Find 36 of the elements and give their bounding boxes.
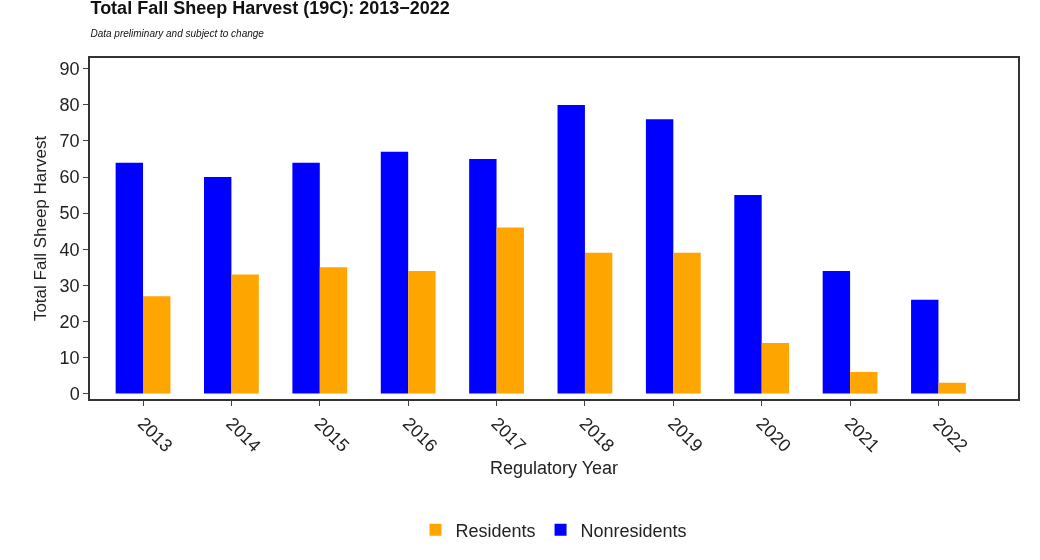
bar xyxy=(408,270,436,394)
y-tick-label: 50 xyxy=(59,203,80,224)
chart-subtitle: Data preliminary and subject to change xyxy=(90,28,265,40)
y-tick-label: 30 xyxy=(59,275,80,296)
bar xyxy=(557,104,585,394)
bar xyxy=(938,382,966,394)
y-tick-label: 60 xyxy=(59,167,80,188)
bar xyxy=(734,195,762,394)
legend-label: Nonresidents xyxy=(580,520,687,541)
bar xyxy=(645,119,674,394)
bar xyxy=(115,162,144,394)
bar xyxy=(143,296,171,394)
legend-label: Residents xyxy=(455,520,536,541)
bar xyxy=(496,227,524,394)
y-axis-title: Total Fall Sheep Harvest xyxy=(30,135,50,322)
y-tick-label: 70 xyxy=(59,131,80,152)
bar xyxy=(822,270,851,394)
y-tick-label: 10 xyxy=(59,347,80,368)
bar xyxy=(292,162,320,394)
bar xyxy=(911,299,939,394)
bar xyxy=(319,267,348,394)
bar xyxy=(469,159,497,394)
bar xyxy=(850,371,878,394)
y-tick-label: 80 xyxy=(59,95,80,116)
y-tick-label: 0 xyxy=(69,383,80,404)
bar xyxy=(231,274,259,394)
bar xyxy=(673,252,701,394)
chart-title: Total Fall Sheep Harvest (19C): 2013−2022 xyxy=(90,0,450,18)
bar xyxy=(204,177,232,394)
y-tick-label: 40 xyxy=(59,239,80,260)
y-tick-label: 20 xyxy=(59,311,80,332)
bar xyxy=(584,252,613,394)
bar xyxy=(761,343,790,394)
y-tick-label: 90 xyxy=(59,59,80,80)
x-axis-title: Regulatory Year xyxy=(489,457,619,478)
bar xyxy=(380,151,409,394)
